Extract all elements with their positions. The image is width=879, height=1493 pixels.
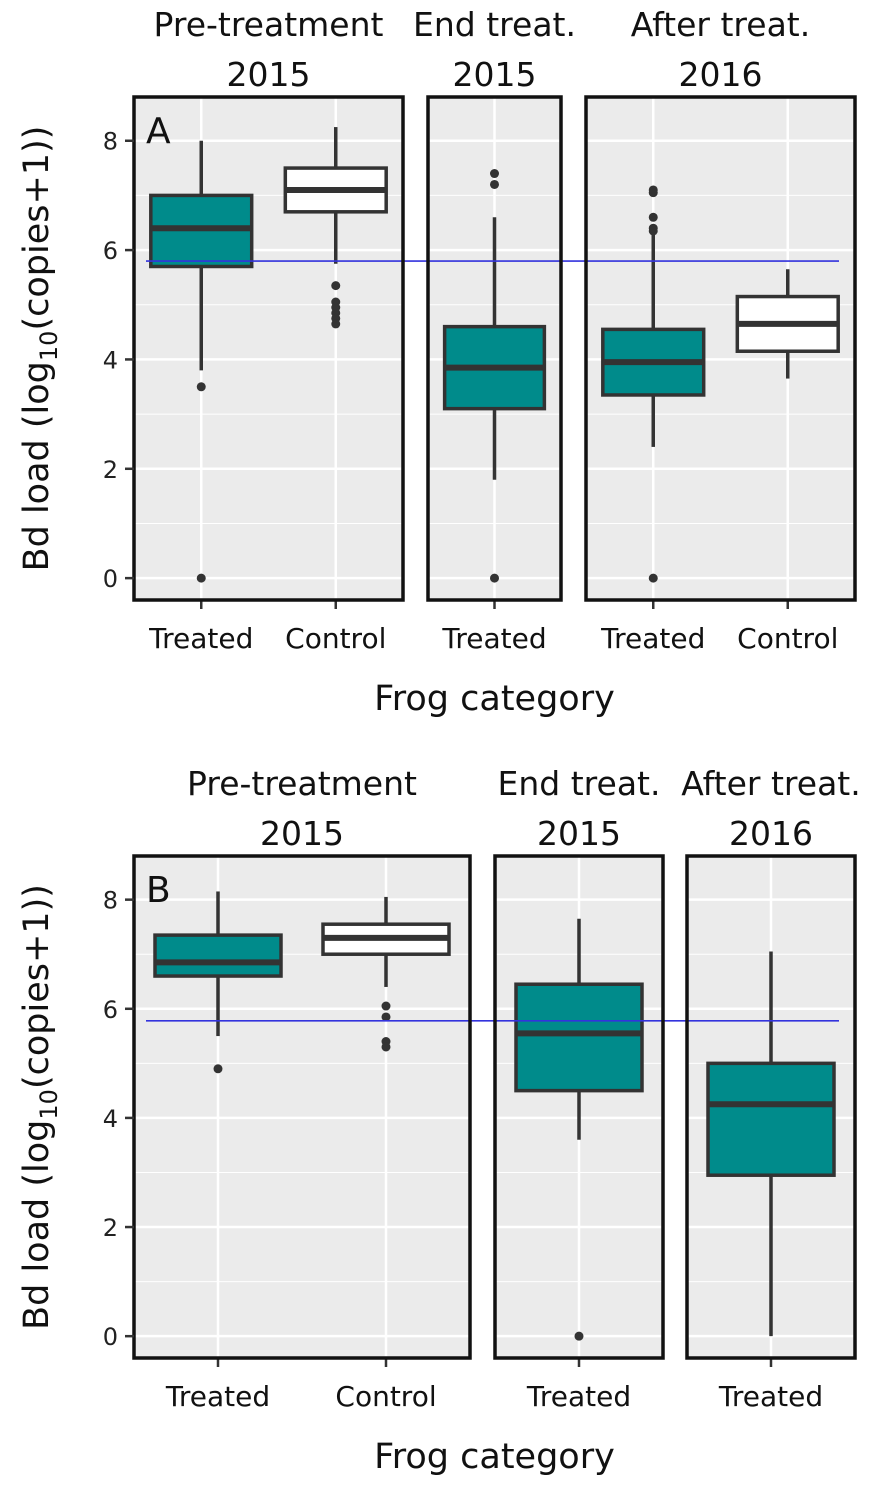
facet-title-line1: Pre-treatment — [187, 764, 417, 803]
box-iqr — [514, 982, 644, 1093]
facet-title-line1: Pre-treatment — [154, 5, 384, 44]
x-axis-title: Frog category — [374, 679, 615, 719]
facet-title-line1: End treat. — [413, 5, 576, 44]
facet-title-line1: After treat. — [631, 5, 810, 44]
panel-border — [132, 95, 405, 602]
x-tick-label: Treated — [718, 1380, 823, 1413]
outlier-point — [648, 573, 658, 583]
y-tick-label: 0 — [103, 1323, 118, 1351]
facet-panel: Treated Control Pre-treatment 2015 — [134, 764, 470, 1413]
y-tick-label: 4 — [103, 346, 118, 374]
facet-title-line2: 2015 — [227, 55, 311, 94]
facet-title-line1: After treat. — [681, 764, 860, 803]
y-tick-label: 6 — [103, 237, 118, 265]
facet-title-line1: End treat. — [498, 764, 661, 803]
y-axis-title: Bd load (log10(copies+1)) — [17, 884, 63, 1330]
x-tick-label: Treated — [600, 622, 705, 655]
box-control — [735, 269, 840, 379]
x-tick-label: Treated — [526, 1380, 631, 1413]
y-axis-title: Bd load (log10(copies+1)) — [17, 126, 63, 572]
panel-border — [493, 854, 665, 1360]
y-axis-title-subscript: 10 — [35, 331, 63, 362]
box-treated — [706, 951, 836, 1337]
outlier-point — [648, 212, 658, 222]
facet-title-line2: 2015 — [537, 814, 621, 853]
panel-letter: A — [146, 111, 171, 152]
x-tick-label: Control — [285, 622, 386, 655]
box-control — [283, 127, 388, 329]
box-treated — [153, 891, 283, 1074]
y-tick-label: 8 — [103, 128, 118, 156]
y-tick-label: 0 — [103, 565, 118, 593]
x-tick-label: Control — [335, 1380, 436, 1413]
panel-border — [132, 854, 472, 1360]
box-treated — [601, 185, 706, 583]
facet-panel: Treated Control After treat. 2016 — [586, 5, 855, 655]
y-tick-label: 8 — [103, 887, 118, 915]
facet-panel: Treated End treat. 2015 — [495, 764, 663, 1413]
boxplot-chart-A: Treated Control Pre-treatment 2015 Treated En… — [17, 5, 857, 719]
facet-panel: Treated Control Pre-treatment 2015 — [134, 5, 403, 655]
outlier-point — [196, 382, 206, 392]
facet-title-line2: 2015 — [260, 814, 344, 853]
outlier-point — [574, 1331, 584, 1341]
x-tick-label: Control — [737, 622, 838, 655]
facet-panel: Treated After treat. 2016 — [681, 764, 860, 1413]
facet-title-line2: 2016 — [729, 814, 813, 853]
x-tick-label: Treated — [148, 622, 253, 655]
boxplot-chart-B: Treated Control Pre-treatment 2015 Treated En… — [17, 764, 861, 1477]
y-axis-title-pre: Bd load (log — [17, 361, 57, 571]
facet-title-line2: 2016 — [679, 55, 763, 94]
y-axis-title-pre: Bd load (log — [17, 1120, 57, 1330]
outlier-point — [648, 188, 658, 198]
y-tick-label: 4 — [103, 1105, 118, 1133]
outlier-point — [381, 1042, 391, 1052]
x-tick-label: Treated — [165, 1380, 270, 1413]
facet-panel: Treated End treat. 2015 — [413, 5, 576, 655]
box-iqr — [706, 1061, 836, 1177]
outlier-point — [381, 1001, 391, 1011]
y-axis-title-subscript: 10 — [35, 1089, 63, 1120]
box-treated — [514, 918, 644, 1341]
outlier-point — [648, 226, 658, 236]
y-axis-title-post: (copies+1)) — [17, 884, 57, 1089]
outlier-point — [490, 169, 499, 179]
outlier-point — [213, 1064, 223, 1074]
panel-border — [584, 95, 857, 602]
box-treated — [442, 169, 547, 583]
facet-title-line2: 2015 — [453, 55, 537, 94]
panel-border — [426, 95, 563, 602]
y-axis-title-post: (copies+1)) — [17, 126, 57, 331]
outlier-point — [331, 281, 341, 291]
outlier-point — [331, 319, 341, 329]
panel-letter: B — [146, 870, 171, 911]
box-control — [321, 896, 451, 1052]
outlier-point — [490, 573, 499, 583]
box-iqr — [153, 933, 283, 978]
y-tick-label: 6 — [103, 996, 118, 1024]
x-tick-label: Treated — [441, 622, 546, 655]
y-tick-label: 2 — [103, 456, 118, 484]
outlier-point — [490, 179, 499, 189]
outlier-point — [381, 1012, 391, 1022]
y-tick-label: 2 — [103, 1214, 118, 1242]
outlier-point — [196, 573, 206, 583]
x-axis-title: Frog category — [374, 1437, 615, 1477]
panel-border — [685, 854, 857, 1360]
box-treated — [149, 140, 254, 583]
